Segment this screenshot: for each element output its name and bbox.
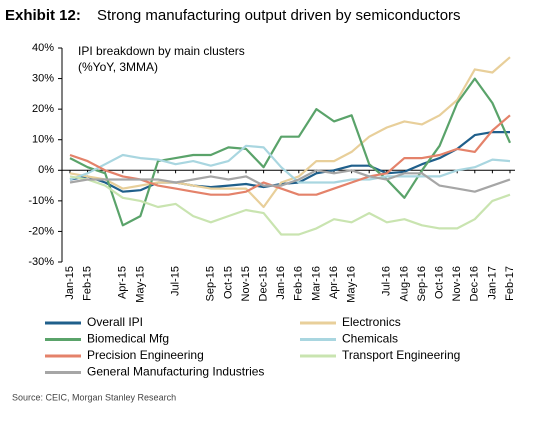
x-tick-label: Oct-16 <box>434 266 446 299</box>
y-tick-label: -20% <box>28 225 54 237</box>
x-tick-label: Jul-15 <box>170 266 182 296</box>
y-tick-label: -10% <box>28 195 54 207</box>
series-line <box>69 144 511 184</box>
x-tick-label: Sep-15 <box>205 266 217 301</box>
x-tick-label: Dec-15 <box>258 266 270 301</box>
legend-label: Precision Engineering <box>87 348 204 362</box>
legend-label: Overall IPI <box>87 315 143 329</box>
x-tick-label: Feb-17 <box>504 266 516 301</box>
x-tick-label: Apr-16 <box>328 266 340 299</box>
legend-label: Transport Engineering <box>342 348 460 362</box>
x-tick-label: Oct-15 <box>222 266 234 299</box>
series-line <box>69 175 511 236</box>
y-tick-label: 40% <box>32 42 54 54</box>
y-tick-label: 0% <box>38 164 54 176</box>
x-tick-label: Dec-16 <box>469 266 481 301</box>
legend-label: Chemicals <box>342 332 398 346</box>
subtitle: IPI breakdown by main clusters <box>78 44 245 58</box>
x-tick-label: Aug-16 <box>398 266 410 301</box>
x-tick-label: Jan-17 <box>486 266 498 300</box>
subtitle: (%YoY, 3MMA) <box>78 60 158 74</box>
series-line <box>69 169 511 193</box>
x-tick-label: Nov-16 <box>451 266 463 301</box>
x-tick-label: Jan-15 <box>64 266 76 300</box>
chart-title-label: Exhibit 12: <box>5 7 81 24</box>
x-tick-label: Jul-16 <box>381 266 393 296</box>
series-line <box>69 56 511 209</box>
y-tick-label: 30% <box>32 72 54 84</box>
x-tick-label: Feb-16 <box>293 266 305 301</box>
x-tick-label: Feb-15 <box>82 266 94 301</box>
x-tick-label: May-16 <box>346 266 358 303</box>
x-tick-label: Sep-16 <box>416 266 428 301</box>
x-tick-label: Jan-16 <box>275 266 287 300</box>
legend-label: Biomedical Mfg <box>87 332 169 346</box>
y-tick-label: -30% <box>28 256 54 268</box>
series-line <box>69 77 512 227</box>
y-tick-label: 20% <box>32 103 54 115</box>
chart-title: Strong manufacturing output driven by se… <box>97 7 461 24</box>
x-tick-label: Apr-15 <box>117 266 129 299</box>
y-tick-label: 10% <box>32 134 54 146</box>
x-tick-label: Mar-16 <box>310 266 322 301</box>
source: Source: CEIC, Morgan Stanley Research <box>12 392 176 402</box>
x-tick-label: Nov-15 <box>240 266 252 301</box>
legend-label: Electronics <box>342 315 401 329</box>
legend-label: General Manufacturing Industries <box>87 365 264 379</box>
x-tick-label: May-15 <box>134 266 146 303</box>
